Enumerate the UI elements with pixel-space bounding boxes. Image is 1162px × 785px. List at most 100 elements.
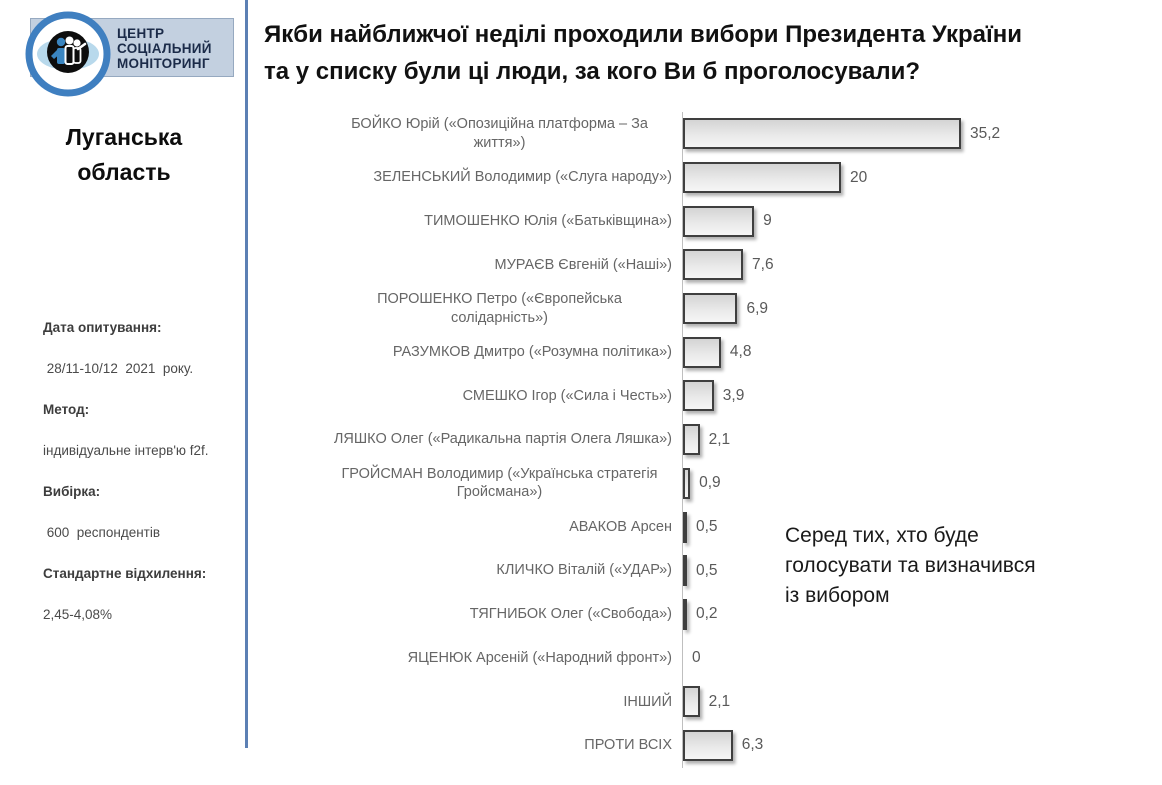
- chart-row: БОЙКО Юрій («Опозиційна платформа – За ж…: [0, 112, 1162, 156]
- value-label: 4,8: [729, 343, 752, 361]
- survey-deviation-label: Стандартне відхилення:: [43, 565, 207, 581]
- category-label: БОЙКО Юрій («Опозиційна платформа – За ж…: [0, 115, 672, 152]
- chart-row: АВАКОВ Арсен 0,5: [0, 505, 1162, 549]
- value-label: 20: [849, 168, 868, 186]
- chart-row: ПРОТИ ВСІХ 6,3: [0, 724, 1162, 768]
- value-label: 0: [692, 649, 701, 667]
- category-label-text: ПРОТИ ВСІХ: [584, 737, 672, 754]
- category-label: ЯЦЕНЮК Арсеній («Народний фронт»): [0, 649, 672, 668]
- value-label: 0,2: [696, 605, 718, 623]
- region-title: Луганська область: [65, 124, 183, 185]
- page-title-line: та у списку були ці люди, за кого Ви б п…: [264, 58, 921, 85]
- bar: [683, 336, 721, 368]
- survey-sample-value: 600 респондентів: [43, 524, 161, 540]
- value-label: 35,2: [970, 124, 1001, 142]
- value-label: 9: [763, 212, 772, 230]
- org-name-line: СОЦІАЛЬНИЙ: [117, 41, 212, 56]
- people-eye-emblem-icon: [25, 11, 111, 97]
- annotation-line: голосувати та визначився: [785, 554, 1036, 577]
- value-label: 0,5: [696, 561, 718, 579]
- survey-method-value: індивідуальне інтерв'ю f2f.: [43, 442, 209, 458]
- survey-date-value: 28/11-10/12 2021 року.: [43, 360, 194, 376]
- category-label-text: РАЗУМКОВ Дмитро («Розумна політика»): [392, 344, 672, 361]
- bar: [683, 205, 755, 237]
- category-label-text: ЛЯШКО Олег («Радикальна партія Олега Ляш…: [333, 431, 672, 448]
- category-label-text: МУРАЄВ Євгеній («Наші»): [494, 256, 672, 273]
- bar: [683, 686, 700, 718]
- org-name-line: ЦЕНТР: [117, 26, 165, 41]
- bar: [683, 118, 961, 150]
- chart-row: ЗЕЛЕНСЬКИЙ Володимир («Слуга народу») 20: [0, 156, 1162, 200]
- annotation-line: Серед тих, хто буде: [785, 524, 979, 547]
- chart-row: ЯЦЕНЮК Арсеній («Народний фронт») 0: [0, 636, 1162, 680]
- category-label: ПРОТИ ВСІХ: [0, 736, 672, 755]
- survey-deviation-value: 2,45-4,08%: [43, 606, 113, 622]
- chart-row: ПОРОШЕНКО Петро («Європейська солідарніс…: [0, 287, 1162, 331]
- category-label-text: ТЯГНИБОК Олег («Свобода»): [469, 606, 672, 623]
- bar: [683, 598, 687, 630]
- category-label-text: ЯЦЕНЮК Арсеній («Народний фронт»): [407, 649, 672, 666]
- bar: [683, 555, 687, 587]
- survey-date-label: Дата опитування:: [43, 319, 162, 335]
- sidebar-divider: [245, 0, 248, 748]
- category-label: АВАКОВ Арсен: [0, 518, 672, 537]
- value-label: 2,1: [708, 692, 731, 710]
- chart-row: ГРОЙСМАН Володимир («Українська стратегі…: [0, 462, 1162, 506]
- axis-line: [682, 112, 683, 768]
- category-label-text: ГРОЙСМАН Володимир («Українська стратегі…: [341, 465, 658, 501]
- chart-row: ТИМОШЕНКО Юлія («Батьківщина») 9: [0, 199, 1162, 243]
- bar: [683, 511, 687, 543]
- category-label-text: БОЙКО Юрій («Опозиційна платформа – За ж…: [351, 116, 648, 151]
- category-label: ІНШИЙ: [0, 693, 672, 712]
- chart-rows: БОЙКО Юрій («Опозиційна платформа – За ж…: [0, 112, 1162, 767]
- category-label: ТЯГНИБОК Олег («Свобода»): [0, 605, 672, 624]
- survey-method-label: Метод:: [43, 401, 90, 417]
- chart-row: МУРАЄВ Євгеній («Наші») 7,6: [0, 243, 1162, 287]
- chart-row: ТЯГНИБОК Олег («Свобода») 0,2: [0, 593, 1162, 637]
- category-label-text: ПОРОШЕНКО Петро («Європейська солідарніс…: [377, 291, 622, 326]
- category-label: ГРОЙСМАН Володимир («Українська стратегі…: [0, 465, 672, 502]
- org-name: ЦЕНТР СОЦІАЛЬНИЙ МОНІТОРИНГ: [117, 26, 212, 71]
- category-label: ЗЕЛЕНСЬКИЙ Володимир («Слуга народу»): [0, 168, 672, 187]
- annotation-line: із вибором: [785, 584, 890, 607]
- bar: [683, 467, 691, 499]
- page-title: Якби найближчої неділі проходили вибори …: [264, 16, 1022, 90]
- value-label: 6,3: [741, 736, 764, 754]
- category-label-text: ТИМОШЕНКО Юлія («Батьківщина»): [424, 212, 672, 229]
- chart-row: СМЕШКО Ігор («Сила і Честь») 3,9: [0, 374, 1162, 418]
- value-label: 0,5: [696, 518, 718, 536]
- bar: [683, 293, 738, 325]
- category-label: КЛИЧКО Віталій («УДАР»): [0, 561, 672, 580]
- category-label: РАЗУМКОВ Дмитро («Розумна політика»): [0, 343, 672, 362]
- value-label: 3,9: [722, 386, 745, 404]
- category-label: СМЕШКО Ігор («Сила і Честь»): [0, 387, 672, 406]
- category-label-text: СМЕШКО Ігор («Сила і Честь»): [462, 387, 672, 404]
- survey-sample-label: Вибірка:: [43, 483, 101, 499]
- value-label: 7,6: [752, 255, 774, 273]
- category-label: ТИМОШЕНКО Юлія («Батьківщина»): [0, 212, 672, 231]
- category-label: ПОРОШЕНКО Петро («Європейська солідарніс…: [0, 290, 672, 327]
- bar: [683, 162, 841, 194]
- category-label-text: ЗЕЛЕНСЬКИЙ Володимир («Слуга народу»): [373, 169, 672, 186]
- bar: [683, 249, 744, 281]
- chart: БОЙКО Юрій («Опозиційна платформа – За ж…: [0, 112, 1162, 767]
- chart-annotation: Серед тих, хто буде голосувати та визнач…: [785, 521, 1036, 611]
- category-label: ЛЯШКО Олег («Радикальна партія Олега Ляш…: [0, 430, 672, 449]
- chart-row: ІНШИЙ 2,1: [0, 680, 1162, 724]
- org-name-line: МОНІТОРИНГ: [117, 56, 210, 71]
- chart-row: ЛЯШКО Олег («Радикальна партія Олега Ляш…: [0, 418, 1162, 462]
- value-label: 6,9: [746, 299, 769, 317]
- category-label-text: КЛИЧКО Віталій («УДАР»): [496, 562, 672, 579]
- survey-info: Дата опитування: 28/11-10/12 2021 року. …: [28, 297, 243, 646]
- chart-row: КЛИЧКО Віталій («УДАР») 0,5: [0, 549, 1162, 593]
- category-label-text: ІНШИЙ: [623, 693, 672, 710]
- page-title-line: Якби найближчої неділі проходили вибори …: [264, 21, 1022, 48]
- bar: [683, 380, 714, 412]
- value-label: 2,1: [708, 430, 731, 448]
- chart-row: РАЗУМКОВ Дмитро («Розумна політика») 4,8: [0, 330, 1162, 374]
- value-label: 0,9: [699, 474, 721, 492]
- category-label-text: АВАКОВ Арсен: [569, 518, 672, 535]
- bar: [683, 729, 733, 761]
- bar: [683, 424, 700, 456]
